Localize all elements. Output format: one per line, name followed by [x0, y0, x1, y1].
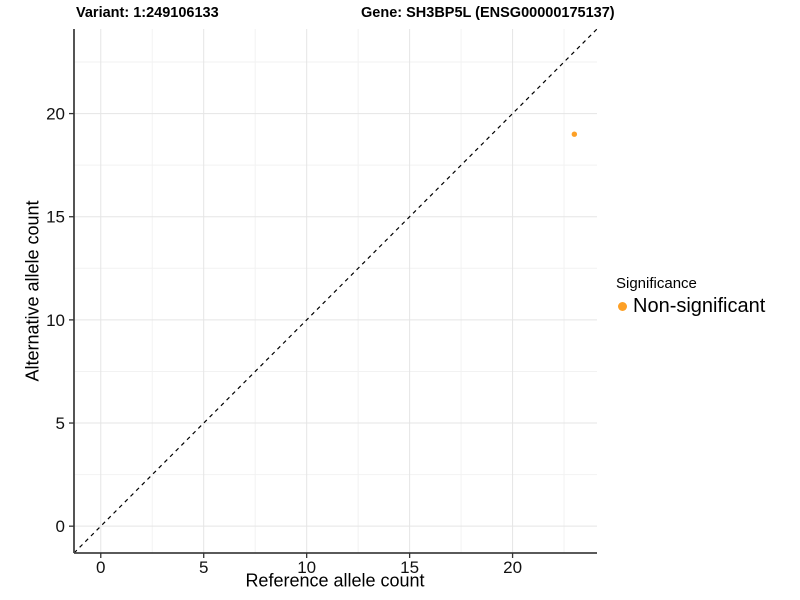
y-tick-label: 0 — [56, 517, 65, 536]
x-tick-label: 20 — [503, 558, 522, 577]
legend-point-icon — [618, 302, 627, 311]
variant-title: Variant: 1:249106133 — [76, 5, 219, 21]
y-tick-label: 20 — [46, 105, 65, 124]
gene-title: Gene: SH3BP5L (ENSG00000175137) — [361, 5, 615, 21]
legend-entry-non-significant: Non-significant — [616, 295, 765, 318]
legend-entry-label: Non-significant — [633, 295, 766, 317]
x-tick-label: 15 — [400, 558, 419, 577]
x-tick-label: 0 — [96, 558, 105, 577]
x-tick-label: 5 — [199, 558, 208, 577]
identity-dashed-line — [73, 28, 598, 554]
y-tick-label: 10 — [46, 311, 65, 330]
x-tick-label: 10 — [297, 558, 316, 577]
x-axis-title: Reference allele count — [245, 570, 425, 591]
legend: Significance Non-significant — [616, 275, 765, 318]
y-tick-label: 15 — [46, 208, 65, 227]
y-axis-title: Alternative allele count — [22, 200, 43, 382]
legend-title: Significance — [616, 275, 697, 292]
data-point — [571, 131, 578, 137]
y-tick-label: 5 — [56, 414, 65, 433]
